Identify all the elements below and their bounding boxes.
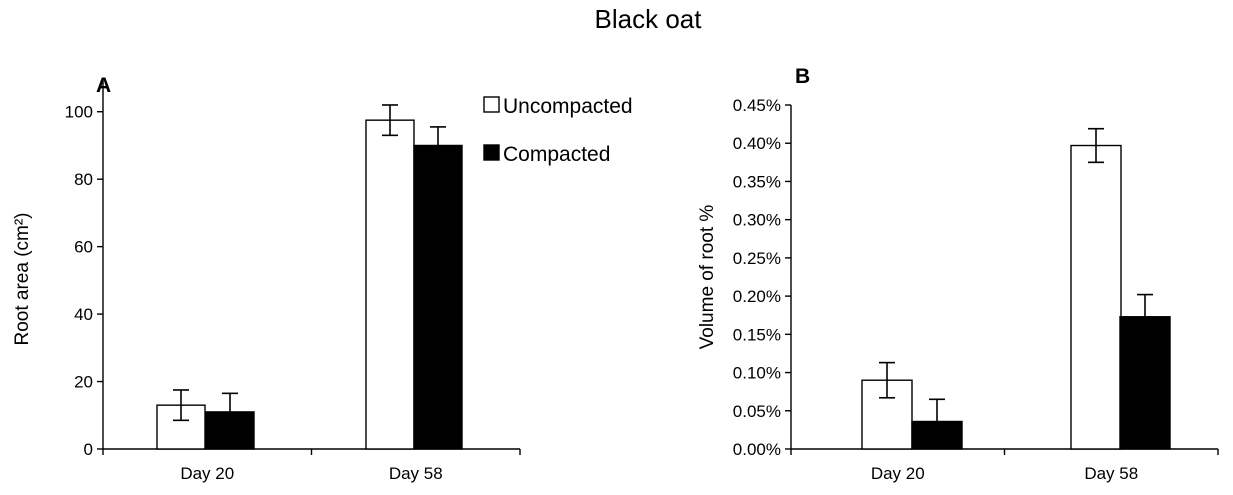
panel-a-error-bar-compacted	[222, 392, 238, 432]
panel-b-y-tick-label: 0.40%	[733, 134, 781, 153]
panel-a-y-tick-label: 60	[74, 238, 93, 257]
panel-a-bar-compacted	[413, 144, 463, 450]
panel-a-y-tick-label: 20	[74, 373, 93, 392]
panel-b-category-label: Day 20	[871, 464, 925, 483]
legend-label-uncompacted: Uncompacted	[503, 95, 633, 118]
panel-a-y-axis-title: Root area (cm²)	[12, 212, 33, 345]
legend-swatch-uncompacted	[483, 96, 500, 113]
panel-b: B 0.00% 0.05% 0.10% 0.15% 0.20% 0.25% 0.30% 0.3…	[697, 65, 1219, 483]
panel-a-y-tick-label: 80	[74, 170, 93, 189]
panel-b-y-tick-label: 0.30%	[733, 211, 781, 230]
panel-b-y-tick-label: 0.15%	[733, 325, 781, 344]
panel-a-y-tick-label: 0	[84, 440, 93, 459]
panel-b-y-tick-label: 0.20%	[733, 287, 781, 306]
panel-a-y-tick-label: 40	[74, 305, 93, 324]
panel-b-bar-uncompacted	[1070, 144, 1122, 450]
panel-b-y-tick-label: 0.45%	[733, 96, 781, 115]
panel-a-error-bar-compacted	[430, 126, 446, 165]
legend-swatch-compacted	[483, 144, 500, 161]
panel-b-y-tick-label: 0.10%	[733, 364, 781, 383]
panel-b-error-bar-compacted	[929, 398, 945, 445]
panel-b-error-bar-compacted	[1137, 293, 1153, 340]
legend: Uncompacted Compacted	[483, 95, 633, 166]
panel-b-letter: B	[795, 65, 810, 88]
panel-b-error-bar-uncompacted	[1088, 127, 1104, 164]
panel-b-y-tick-label: 0.00%	[733, 440, 781, 459]
panel-b-y-tick-label: 0.05%	[733, 402, 781, 421]
panel-a-error-bar-uncompacted	[173, 389, 189, 422]
panel-b-y-tick-label: 0.35%	[733, 172, 781, 191]
panel-a-error-bar-uncompacted	[382, 104, 398, 137]
panel-a-plot: 0 20 40 60 80 100 Day 20 Day 58 Root area (cm²)	[12, 78, 521, 483]
panel-b-category-label: Day 58	[1084, 464, 1138, 483]
panel-a-category-label: Day 20	[180, 464, 234, 483]
legend-label-compacted: Compacted	[503, 143, 610, 166]
panel-a-category-label: Day 58	[389, 464, 443, 483]
panel-b-error-bar-uncompacted	[879, 361, 895, 399]
panel-b-plot: 0.00% 0.05% 0.10% 0.15% 0.20% 0.25% 0.30% 0.35%…	[697, 96, 1219, 483]
figure-title: Black oat	[595, 4, 703, 34]
panel-a-y-tick-label: 100	[65, 103, 93, 122]
panel-b-y-tick-label: 0.25%	[733, 249, 781, 268]
panel-a-bar-uncompacted	[365, 119, 415, 450]
panel-b-y-axis-title: Volume of root %	[697, 205, 718, 350]
